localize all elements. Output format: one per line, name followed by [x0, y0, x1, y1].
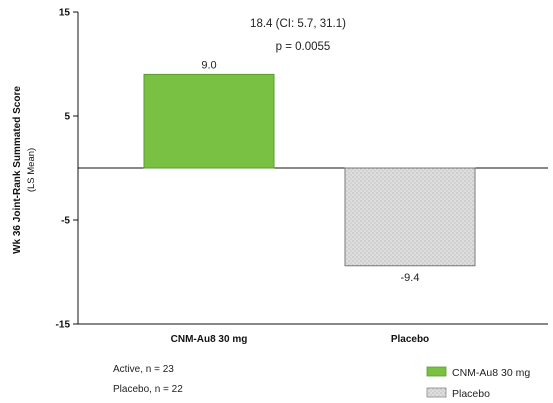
legend-swatch-active [426, 366, 447, 377]
category-label: Placebo [391, 334, 429, 345]
legend-label-placebo: Placebo [452, 388, 490, 400]
y-axis-title: Wk 36 Joint-Rank Summated Score [12, 86, 23, 254]
y-ticks: -15 -5 5 15 [56, 8, 78, 331]
legend: CNM-Au8 30 mg Placebo [426, 366, 530, 400]
y-tick-label: 5 [64, 112, 70, 123]
active-n-note: Active, n = 23 [113, 364, 174, 375]
bar-placebo [344, 167, 476, 267]
y-axis-subtitle: (LS Mean) [26, 148, 37, 192]
bar-value-label: -9.4 [401, 272, 420, 284]
bars: 9.0 -9.4 [143, 59, 476, 284]
p-value-annotation: p = 0.0055 [276, 41, 331, 53]
y-tick-label: -5 [61, 216, 70, 227]
legend-swatch-placebo [426, 387, 447, 398]
placebo-n-note: Placebo, n = 22 [113, 384, 183, 395]
legend-label-active: CNM-Au8 30 mg [452, 367, 530, 379]
category-label: CNM-Au8 30 mg [171, 334, 248, 345]
y-tick-label: 15 [59, 8, 71, 19]
y-tick-label: -15 [56, 320, 71, 331]
bar-value-label: 9.0 [201, 59, 216, 71]
bar-cnm-au8 [143, 73, 275, 169]
effect-annotation: 18.4 (CI: 5.7, 31.1) [250, 18, 346, 30]
category-labels: CNM-Au8 30 mg Placebo [171, 334, 430, 345]
